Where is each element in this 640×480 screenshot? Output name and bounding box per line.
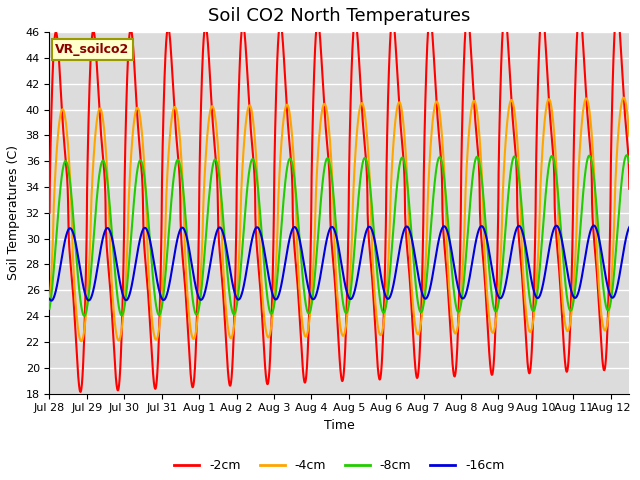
-16cm bbox=[151, 265, 159, 271]
-4cm bbox=[77, 338, 85, 344]
X-axis label: Time: Time bbox=[324, 419, 355, 432]
Line: -4cm: -4cm bbox=[49, 97, 629, 341]
-16cm bbox=[394, 260, 401, 266]
-8cm bbox=[625, 160, 633, 166]
-2cm bbox=[625, 186, 633, 192]
-4cm bbox=[45, 301, 53, 307]
-16cm bbox=[590, 223, 598, 228]
-8cm bbox=[623, 152, 630, 158]
-2cm bbox=[151, 385, 159, 391]
-16cm bbox=[423, 295, 431, 301]
-4cm bbox=[268, 325, 275, 331]
Text: VR_soilco2: VR_soilco2 bbox=[55, 43, 129, 56]
-16cm bbox=[268, 286, 275, 292]
-8cm bbox=[151, 294, 159, 300]
-2cm bbox=[423, 57, 431, 62]
-16cm bbox=[47, 298, 55, 303]
-8cm bbox=[268, 311, 275, 317]
-2cm bbox=[45, 210, 53, 216]
Y-axis label: Soil Temperatures (C): Soil Temperatures (C) bbox=[7, 145, 20, 280]
-8cm bbox=[423, 276, 431, 282]
-2cm bbox=[613, 6, 621, 12]
Title: Soil CO2 North Temperatures: Soil CO2 North Temperatures bbox=[208, 7, 470, 25]
-8cm bbox=[394, 180, 401, 185]
-4cm bbox=[151, 335, 159, 341]
-8cm bbox=[522, 263, 530, 268]
-16cm bbox=[478, 224, 486, 229]
-4cm bbox=[625, 133, 633, 139]
-4cm bbox=[394, 104, 401, 110]
Line: -16cm: -16cm bbox=[49, 226, 629, 300]
-16cm bbox=[45, 296, 53, 302]
-8cm bbox=[45, 306, 53, 312]
-4cm bbox=[620, 95, 628, 100]
-8cm bbox=[478, 181, 486, 187]
-2cm bbox=[478, 245, 486, 251]
Line: -8cm: -8cm bbox=[49, 155, 629, 316]
-4cm bbox=[423, 237, 431, 242]
Legend: -2cm, -4cm, -8cm, -16cm: -2cm, -4cm, -8cm, -16cm bbox=[169, 454, 509, 477]
-16cm bbox=[625, 224, 633, 230]
-2cm bbox=[522, 343, 530, 349]
-16cm bbox=[522, 247, 530, 253]
-2cm bbox=[394, 72, 401, 77]
-4cm bbox=[522, 311, 530, 317]
-8cm bbox=[81, 313, 88, 319]
-2cm bbox=[268, 330, 275, 336]
-2cm bbox=[77, 389, 84, 395]
-4cm bbox=[478, 180, 486, 185]
Line: -2cm: -2cm bbox=[49, 9, 629, 392]
